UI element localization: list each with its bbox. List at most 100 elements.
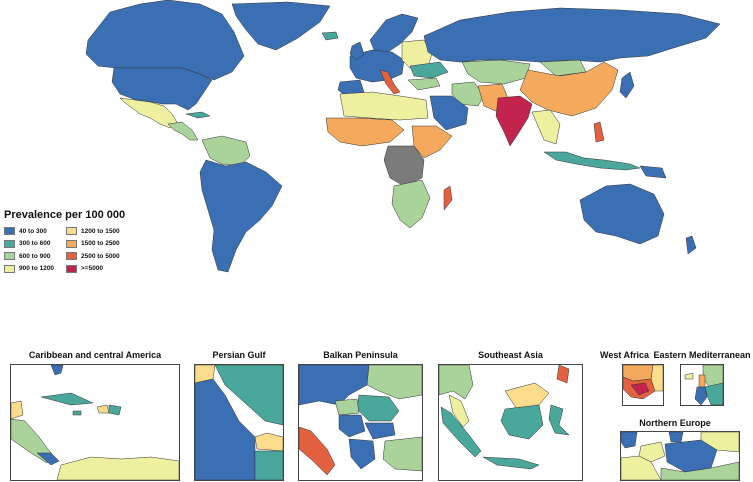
legend-item: 1500 to 2500 — [66, 238, 136, 251]
inset-eastern-med — [680, 364, 724, 406]
inset-title-balkan: Balkan Peninsula — [323, 350, 398, 360]
region-italy — [379, 69, 401, 95]
legend-item: 1200 to 1500 — [66, 225, 136, 238]
region-papua — [639, 165, 667, 179]
legend-title: Prevalence per 100 000 — [4, 209, 126, 221]
inset-title-eastern-med: Eastern Mediterranean — [653, 350, 751, 360]
inset-gulf-qatar — [254, 432, 283, 452]
inset-em-jordan — [704, 382, 723, 405]
legend-item: 40 to 300 — [4, 225, 64, 238]
region-russia — [423, 7, 721, 63]
legend-swatch — [66, 239, 77, 248]
inset-balkan-ukraine — [366, 365, 422, 400]
inset-caribbean-hispaniola-east — [108, 404, 122, 416]
inset-sea-borneo-north — [504, 382, 550, 410]
legend: Prevalence per 100 000 40 to 300 300 to 6… — [4, 209, 224, 275]
region-uk — [349, 41, 365, 61]
legend-swatch — [4, 227, 15, 236]
inset-balkan-bulgaria — [364, 422, 396, 440]
region-central-africa — [383, 145, 425, 187]
inset-wa-guinea-bissau — [630, 382, 650, 396]
inset-em-lebanon — [698, 374, 706, 388]
inset-sea-java — [482, 456, 540, 470]
legend-label: >=5000 — [81, 265, 104, 273]
legend-swatch — [4, 252, 15, 261]
region-northern-south-america — [201, 135, 251, 167]
inset-west-africa — [622, 364, 664, 406]
region-turkey — [407, 77, 441, 91]
inset-southeast-asia — [438, 364, 583, 481]
region-central-asia — [461, 59, 531, 85]
region-iran — [451, 81, 485, 107]
inset-wa-mali — [650, 365, 663, 392]
legend-swatch — [66, 264, 77, 273]
region-canada — [85, 0, 245, 81]
legend-label: 300 to 600 — [19, 240, 51, 248]
legend-label: 2500 to 5000 — [81, 252, 120, 260]
region-east-africa — [411, 125, 453, 159]
inset-ne-benelux — [638, 441, 666, 463]
region-north-africa — [339, 91, 429, 121]
legend-swatch — [4, 264, 15, 273]
region-greenland — [231, 1, 331, 51]
region-central-america — [167, 121, 199, 141]
inset-sea-sulawesi — [548, 404, 570, 436]
region-mexico — [119, 97, 179, 129]
inset-balkan-greece — [348, 438, 376, 470]
region-ukraine — [409, 61, 449, 79]
inset-caribbean-hispaniola — [96, 404, 110, 414]
legend-label: 900 to 1200 — [19, 265, 55, 273]
inset-sea-sumatra — [440, 406, 482, 458]
inset-balkan-serbia — [338, 414, 366, 438]
region-new-zealand — [685, 235, 697, 255]
legend-entries: 40 to 300 300 to 600 600 to 900 900 to 1200… — [4, 225, 224, 275]
inset-caribbean-panama — [36, 452, 60, 466]
inset-balkan-romania — [356, 394, 400, 422]
region-southern-africa — [391, 179, 431, 229]
region-south-america — [199, 159, 283, 273]
inset-sea-indochina — [439, 365, 474, 400]
region-sahel — [325, 117, 405, 147]
legend-item: >=5000 — [66, 263, 136, 276]
legend-label: 1500 to 2500 — [81, 240, 120, 248]
legend-label: 600 to 900 — [19, 252, 51, 260]
region-mainland-southeast-asia — [531, 109, 561, 145]
inset-ne-denmark — [668, 432, 684, 443]
region-australia — [579, 183, 665, 245]
inset-title-northern-europe: Northern Europe — [639, 418, 711, 428]
inset-ne-france — [621, 455, 662, 480]
inset-balkan-hungary — [334, 398, 360, 416]
inset-sea-philippines — [556, 365, 570, 384]
legend-item: 300 to 600 — [4, 238, 64, 251]
inset-caribbean-usa — [50, 365, 64, 376]
region-japan — [619, 71, 635, 99]
inset-ne-baltic — [700, 432, 739, 453]
inset-title-southeast-asia: Southeast Asia — [478, 350, 543, 360]
world-map — [85, 0, 721, 273]
legend-swatch — [66, 252, 77, 261]
inset-caribbean-jamaica — [72, 410, 82, 416]
inset-balkan — [298, 364, 423, 481]
inset-balkan-turkey — [382, 436, 422, 472]
inset-caribbean-south-america — [56, 456, 179, 480]
legend-swatch — [66, 227, 77, 236]
inset-em-cyprus — [684, 372, 694, 380]
legend-item: 600 to 900 — [4, 250, 64, 263]
inset-gulf-uae — [254, 450, 283, 480]
region-india — [495, 95, 533, 147]
inset-title-caribbean: Caribbean and central America — [28, 350, 162, 360]
inset-caribbean-cuba — [40, 392, 94, 406]
region-usa — [111, 67, 213, 111]
inset-title-persian-gulf: Persian Gulf — [212, 350, 266, 360]
region-scandinavia — [369, 13, 419, 53]
region-philippines — [593, 121, 605, 143]
inset-gulf-iran — [214, 365, 283, 426]
region-madagascar — [443, 185, 453, 211]
inset-title-west-africa: West Africa — [600, 350, 650, 360]
legend-item: 2500 to 5000 — [66, 250, 136, 263]
inset-ne-uk — [621, 432, 638, 449]
region-iceland — [321, 31, 339, 41]
inset-ne-central — [660, 461, 739, 480]
inset-persian-gulf — [194, 364, 284, 481]
region-china — [519, 61, 619, 117]
